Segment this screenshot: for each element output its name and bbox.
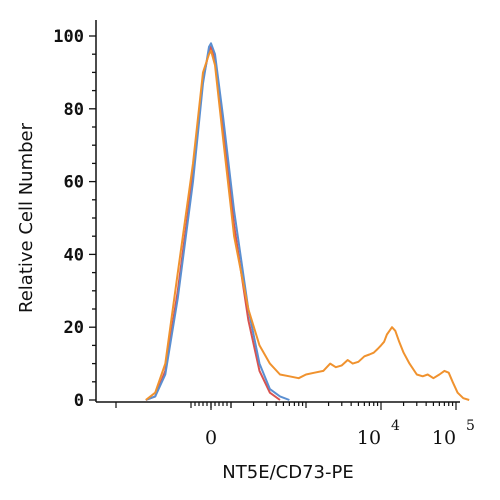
histogram-series-3 [145,49,470,401]
y-tick-label: 100 [53,27,84,47]
histogram-series-2 [145,42,290,401]
x-tick-label: 10 [432,427,456,449]
y-tick-label: 40 [64,245,84,265]
x-tick-label: 0 [205,427,217,449]
y-tick-label: 80 [64,100,84,120]
series-group [145,42,470,401]
y-tick-label: 60 [64,173,84,193]
labels-group: Relative Cell Number NT5E/CD73-PE 020406… [16,27,475,483]
y-tick-label: 20 [64,318,84,338]
x-tick-exponent: 4 [391,418,400,434]
x-tick-label: 10 [357,427,381,449]
x-axis-label: NT5E/CD73-PE [222,462,353,483]
axes-group [89,20,460,410]
y-axis-label: Relative Cell Number [16,122,37,313]
x-tick-exponent: 5 [466,418,475,434]
y-tick-label: 0 [74,391,84,411]
